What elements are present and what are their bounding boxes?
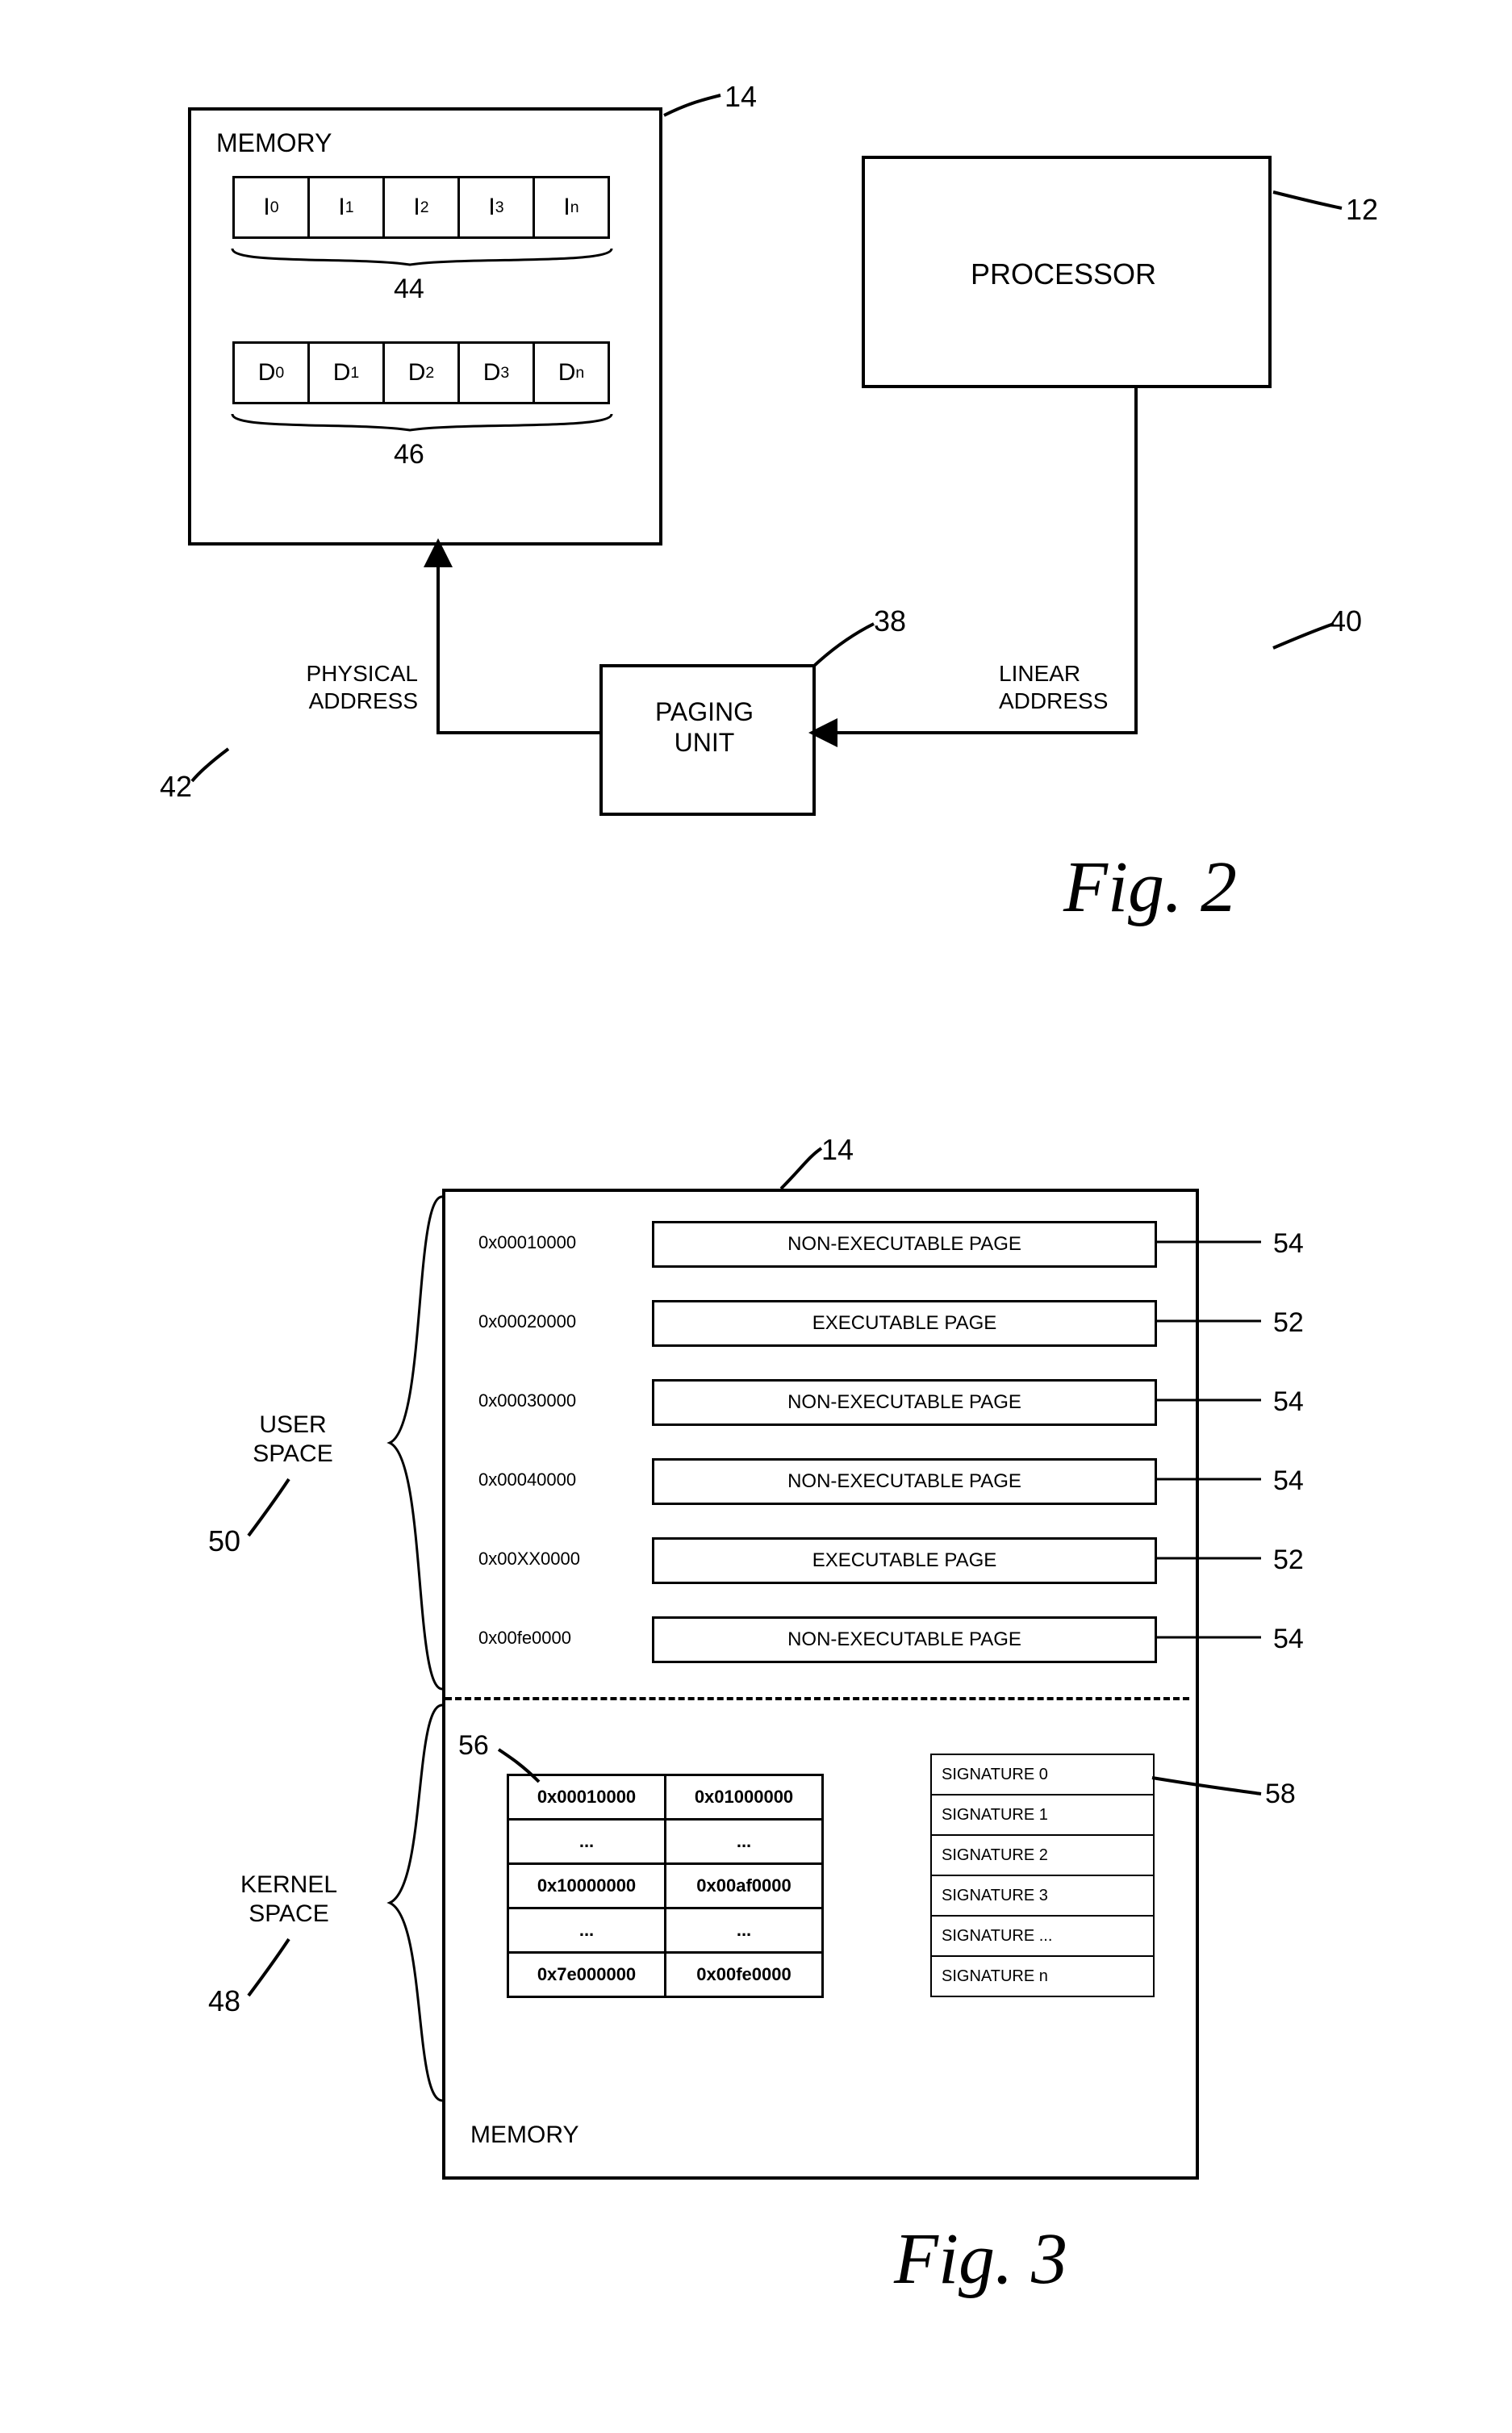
- fig2-memory-box: [188, 107, 662, 546]
- fig2-d-row: D0D1D2D3Dn: [232, 341, 610, 404]
- cell: I1: [307, 176, 382, 239]
- page-addr: 0x00fe0000: [478, 1628, 571, 1649]
- pagetable-cell: ...: [508, 1820, 666, 1864]
- memory-page: NON-EXECUTABLE PAGE: [652, 1458, 1157, 1505]
- fig3-ref-48: 48: [208, 1984, 240, 2018]
- page-ref: 52: [1273, 1544, 1304, 1577]
- fig2-ref-46: 46: [394, 438, 424, 471]
- cell: D1: [307, 341, 382, 404]
- fig3-memory-label: MEMORY: [470, 2121, 578, 2150]
- cell: Dn: [533, 341, 610, 404]
- fig2-ref-14: 14: [725, 79, 757, 114]
- fig2-processor-label: PROCESSOR: [862, 257, 1265, 291]
- memory-page: NON-EXECUTABLE PAGE: [652, 1616, 1157, 1663]
- page-addr: 0x00020000: [478, 1311, 576, 1332]
- page-addr: 0x00010000: [478, 1232, 576, 1253]
- cell: D3: [457, 341, 533, 404]
- fig2-i-row: I0I1I2I3In: [232, 176, 610, 239]
- fig3-ref-14: 14: [821, 1132, 854, 1167]
- page-addr: 0x00040000: [478, 1469, 576, 1490]
- fig2-ref-40: 40: [1330, 604, 1362, 638]
- fig2-memory-label: MEMORY: [216, 128, 332, 158]
- fig2-phys-label: PHYSICAL ADDRESS: [232, 660, 418, 714]
- fig2-linear-label: LINEAR ADDRESS: [999, 660, 1160, 714]
- page-ref: 54: [1273, 1386, 1304, 1419]
- signature-cell: SIGNATURE 2: [931, 1835, 1154, 1875]
- pagetable-cell: ...: [666, 1820, 823, 1864]
- fig2-ref-38: 38: [874, 604, 906, 638]
- page-ref: 52: [1273, 1306, 1304, 1340]
- fig3-user-label: USER SPACE: [224, 1411, 361, 1469]
- cell: I3: [457, 176, 533, 239]
- page-ref: 54: [1273, 1623, 1304, 1656]
- fig2-ref-42: 42: [160, 769, 192, 804]
- pagetable-cell: 0x00fe0000: [666, 1953, 823, 1997]
- signature-cell: SIGNATURE 0: [931, 1754, 1154, 1795]
- fig3-caption: Fig. 3: [894, 2218, 1067, 2301]
- signature-cell: SIGNATURE n: [931, 1956, 1154, 1996]
- fig2-caption: Fig. 2: [1063, 846, 1237, 929]
- cell: D0: [232, 341, 307, 404]
- cell: D2: [382, 341, 457, 404]
- page-ref: 54: [1273, 1465, 1304, 1498]
- cell: I0: [232, 176, 307, 239]
- fig2-paging-label: PAGING UNIT: [599, 696, 809, 759]
- pagetable-cell: 0x00010000: [508, 1775, 666, 1820]
- fig3-kernel-label: KERNEL SPACE: [208, 1871, 370, 1929]
- pagetable-cell: ...: [508, 1908, 666, 1953]
- page-addr: 0x00XX0000: [478, 1549, 580, 1570]
- pagetable-cell: 0x01000000: [666, 1775, 823, 1820]
- memory-page: NON-EXECUTABLE PAGE: [652, 1221, 1157, 1268]
- memory-page: NON-EXECUTABLE PAGE: [652, 1379, 1157, 1426]
- memory-page: EXECUTABLE PAGE: [652, 1537, 1157, 1584]
- cell: I2: [382, 176, 457, 239]
- pagetable-cell: ...: [666, 1908, 823, 1953]
- fig3-ref-58: 58: [1265, 1778, 1296, 1811]
- fig2-ref-44: 44: [394, 273, 424, 306]
- page-ref: 54: [1273, 1227, 1304, 1260]
- fig3-ref-56: 56: [458, 1729, 489, 1762]
- pagetable-cell: 0x7e000000: [508, 1953, 666, 1997]
- fig3-ref-50: 50: [208, 1524, 240, 1558]
- signature-cell: SIGNATURE 3: [931, 1875, 1154, 1916]
- cell: In: [533, 176, 610, 239]
- pagetable-cell: 0x10000000: [508, 1864, 666, 1908]
- signature-cell: SIGNATURE ...: [931, 1916, 1154, 1956]
- signature-cell: SIGNATURE 1: [931, 1795, 1154, 1835]
- pagetable-cell: 0x00af0000: [666, 1864, 823, 1908]
- fig3-sig-table: SIGNATURE 0SIGNATURE 1SIGNATURE 2SIGNATU…: [930, 1754, 1155, 1997]
- fig3-divider: [445, 1697, 1189, 1700]
- page: MEMORY I0I1I2I3In 44 D0D1D2D3Dn 46 PROCE…: [6, 6, 1512, 2427]
- fig3-page-table: 0x000100000x01000000......0x100000000x00…: [507, 1774, 824, 1998]
- page-addr: 0x00030000: [478, 1390, 576, 1411]
- memory-page: EXECUTABLE PAGE: [652, 1300, 1157, 1347]
- fig2-ref-12: 12: [1346, 192, 1378, 227]
